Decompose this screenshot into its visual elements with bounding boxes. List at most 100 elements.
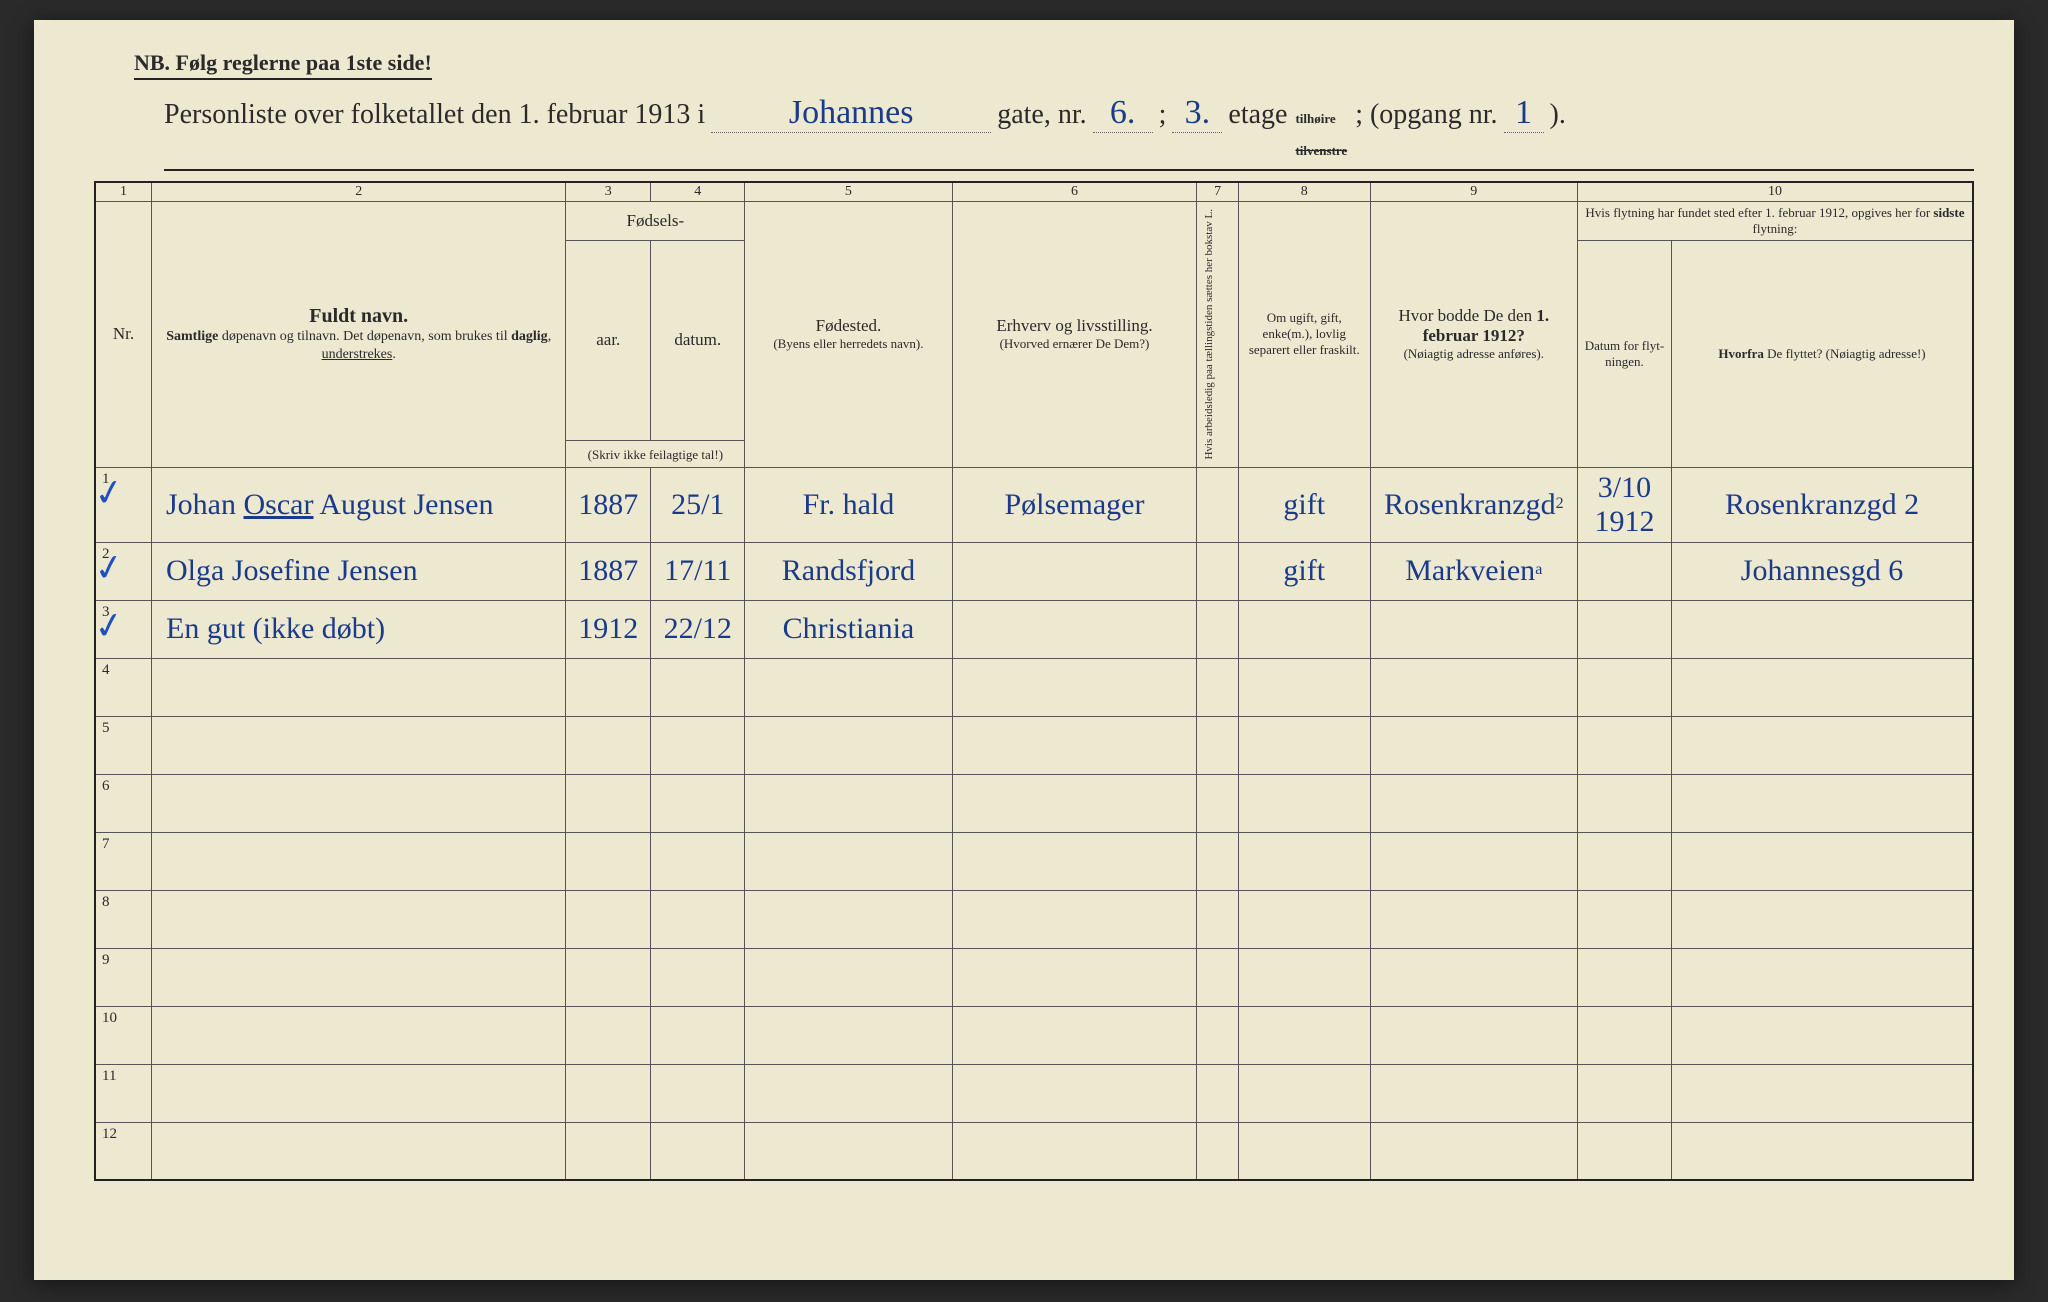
row-number: 9 — [95, 948, 152, 1006]
birth-year — [566, 832, 651, 890]
moved-from — [1672, 774, 1973, 832]
row-number: 12 — [95, 1122, 152, 1180]
occupation — [952, 832, 1197, 890]
marital-status — [1238, 774, 1370, 832]
move-date — [1577, 832, 1671, 890]
move-date — [1577, 542, 1671, 600]
birthplace — [745, 890, 952, 948]
birthplace — [745, 774, 952, 832]
row-number: 7 — [95, 832, 152, 890]
unemployed-mark — [1197, 716, 1238, 774]
col-fodested-head: Fødested. (Byens eller herredets navn). — [745, 202, 952, 468]
table-row: 10 — [95, 1006, 1973, 1064]
table-row: 9 — [95, 948, 1973, 1006]
col-datum-head: datum. — [651, 241, 745, 441]
marital-status — [1238, 948, 1370, 1006]
birthplace — [745, 716, 952, 774]
col-8-head: Om ugift, gift, enke(m.), lovlig separer… — [1238, 202, 1370, 468]
moved-from — [1672, 716, 1973, 774]
row-number: 10 — [95, 1006, 152, 1064]
move-date — [1577, 716, 1671, 774]
address-1912: Markveiena — [1370, 542, 1577, 600]
moved-from — [1672, 832, 1973, 890]
fodested-sub: (Byens eller herredets navn). — [750, 336, 946, 352]
birth-date — [651, 1064, 745, 1122]
col8-text: Om ugift, gift, enke(m.), lovlig separer… — [1244, 310, 1365, 358]
fuldt-navn-title: Fuldt navn. — [157, 305, 560, 328]
occupation — [952, 1064, 1197, 1122]
table-row: 12 — [95, 1122, 1973, 1180]
move-date — [1577, 658, 1671, 716]
fodested-title: Fødested. — [750, 316, 946, 336]
marital-status — [1238, 832, 1370, 890]
birth-date: 25/1 — [651, 467, 745, 542]
census-table: 1 2 3 4 5 6 7 8 9 10 Nr. Fuldt navn. Sam… — [94, 181, 1974, 1181]
birthplace — [745, 1064, 952, 1122]
marital-status — [1238, 890, 1370, 948]
birth-year — [566, 1006, 651, 1064]
row-number: 8 — [95, 890, 152, 948]
moved-from — [1672, 1064, 1973, 1122]
close-paren: ). — [1550, 99, 1566, 131]
unemployed-mark — [1197, 1064, 1238, 1122]
unemployed-mark — [1197, 658, 1238, 716]
unemployed-mark — [1197, 832, 1238, 890]
occupation — [952, 890, 1197, 948]
birthplace: Randsfjord — [745, 542, 952, 600]
col10-top-text: Hvis flytning har fundet sted efter 1. f… — [1583, 205, 1967, 237]
move-date — [1577, 774, 1671, 832]
occupation — [952, 1006, 1197, 1064]
col-nr-head: Nr. — [95, 202, 152, 468]
address-1912 — [1370, 832, 1577, 890]
birthplace — [745, 1122, 952, 1180]
birth-date — [651, 774, 745, 832]
address-1912 — [1370, 600, 1577, 658]
move-date — [1577, 948, 1671, 1006]
full-name — [152, 948, 566, 1006]
birth-year: 1887 — [566, 542, 651, 600]
birth-date — [651, 948, 745, 1006]
birth-year — [566, 658, 651, 716]
full-name — [152, 832, 566, 890]
table-row: 8 — [95, 890, 1973, 948]
move-date — [1577, 1006, 1671, 1064]
col-10-top: Hvis flytning har fundet sted efter 1. f… — [1577, 202, 1973, 241]
occupation: Pølsemager — [952, 467, 1197, 542]
unemployed-mark — [1197, 890, 1238, 948]
column-number-row: 1 2 3 4 5 6 7 8 9 10 — [95, 182, 1973, 202]
occupation — [952, 774, 1197, 832]
address-1912 — [1370, 1064, 1577, 1122]
unemployed-mark — [1197, 542, 1238, 600]
col-10b-head: Hvorfra De flyttet? (Nøiagtig adresse!) — [1672, 241, 1973, 468]
move-date — [1577, 1122, 1671, 1180]
table-row: 3✓En gut (ikke døbt)191222/12Christiania — [95, 600, 1973, 658]
marital-status — [1238, 716, 1370, 774]
header-row-1: Nr. Fuldt navn. Samtlige døpenavn og til… — [95, 202, 1973, 241]
colnum-1: 1 — [95, 182, 152, 202]
colnum-9: 9 — [1370, 182, 1577, 202]
check-mark-icon: ✓ — [91, 602, 128, 649]
row-number: 4 — [95, 658, 152, 716]
row-number: 5 — [95, 716, 152, 774]
table-row: 7 — [95, 832, 1973, 890]
marital-status — [1238, 1064, 1370, 1122]
birthplace — [745, 832, 952, 890]
table-row: 4 — [95, 658, 1973, 716]
address-1912 — [1370, 1006, 1577, 1064]
direction-box: tilhøire tilvenstre — [1295, 99, 1347, 163]
birth-date: 22/12 — [651, 600, 745, 658]
full-name: Olga Josefine Jensen — [152, 542, 566, 600]
birthplace: Christiania — [745, 600, 952, 658]
col-7-head: Hvis arbeidsledig paa tællingstiden sætt… — [1197, 202, 1238, 468]
occupation — [952, 542, 1197, 600]
table-row: 6 — [95, 774, 1973, 832]
birth-year: 1887 — [566, 467, 651, 542]
house-number: 6. — [1093, 94, 1153, 133]
form-title: Personliste over folketallet den 1. febr… — [164, 94, 1974, 171]
address-1912 — [1370, 774, 1577, 832]
birth-year — [566, 1064, 651, 1122]
floor-number: 3. — [1172, 94, 1222, 133]
row-number: 6 — [95, 774, 152, 832]
full-name: Johan Oscar August Jensen — [152, 467, 566, 542]
label-etage: etage — [1228, 99, 1287, 131]
